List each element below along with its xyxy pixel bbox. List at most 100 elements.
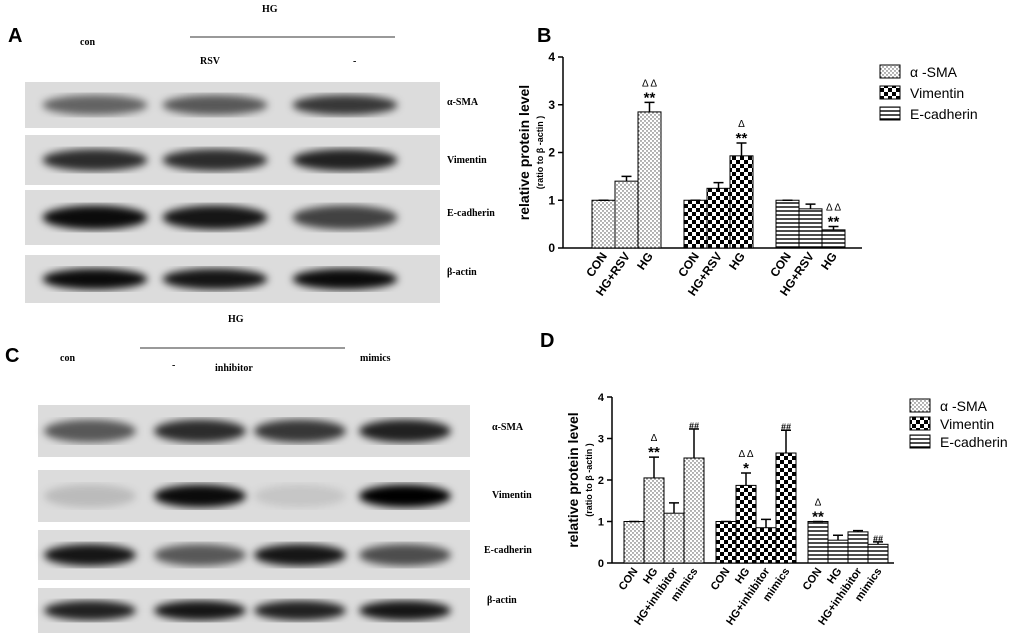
y-tick-label: 0: [548, 241, 555, 255]
error-bar: [761, 518, 771, 528]
blot-band: [359, 484, 451, 508]
error-bar: [621, 175, 632, 182]
significance-mark: **: [644, 89, 656, 106]
bar: [847, 531, 869, 564]
lane-label: mimics: [360, 353, 391, 364]
bar: [683, 199, 708, 249]
y-tick-label: 4: [548, 50, 555, 64]
blot-header: HG: [228, 314, 244, 325]
y-tick-label: 3: [598, 434, 604, 446]
blot-band: [154, 484, 246, 508]
blot-band: [42, 268, 148, 290]
band-label: α-SMA: [447, 97, 479, 108]
bar: [715, 521, 737, 564]
legend-swatch: [909, 398, 931, 413]
y-tick-label: 3: [548, 98, 555, 112]
significance-delta: Δ: [651, 433, 658, 444]
blot-bands: [42, 268, 398, 290]
error-bar: [689, 428, 699, 459]
significance-mark: **: [736, 130, 748, 147]
blot-band: [162, 94, 268, 116]
y-tick-label: 0: [598, 558, 604, 570]
blot-band: [254, 600, 346, 621]
x-tick-label: CON: [617, 566, 641, 593]
y-tick-label: 1: [598, 517, 604, 529]
band-label: β-actin: [487, 595, 517, 606]
y-tick-label: 4: [598, 392, 605, 404]
bar: [827, 539, 849, 564]
band-label: β-actin: [447, 267, 477, 278]
y-axis-sublabel: (ratio to β -actin ): [584, 443, 594, 517]
blot-band: [154, 544, 246, 566]
x-tick-label: HG: [634, 250, 656, 273]
y-axis-label: relative protein level: [516, 85, 532, 220]
band-label: E-cadherin: [447, 208, 495, 219]
blot-band: [359, 600, 451, 621]
bar: [821, 229, 846, 249]
bar: [683, 457, 705, 564]
blot-band: [44, 600, 136, 621]
blot-bands: [44, 600, 451, 621]
error-bar: [781, 429, 791, 454]
blot-bands: [44, 484, 451, 508]
band-label: E-cadherin: [484, 545, 532, 556]
significance-delta: Δ Δ: [738, 449, 753, 460]
error-bar: [873, 541, 883, 545]
blot-band: [292, 149, 398, 171]
band-label: Vimentin: [492, 490, 532, 501]
blot-band: [42, 205, 148, 230]
blot-band: [44, 544, 136, 566]
blot-band: [359, 544, 451, 566]
bar: [643, 477, 665, 564]
blot-band: [162, 268, 268, 290]
blot-bands: [42, 94, 398, 116]
blot-band: [154, 419, 246, 443]
y-tick-label: 2: [548, 146, 555, 160]
legend-label: α -SMA: [940, 398, 988, 414]
x-tick-label: HG: [818, 250, 840, 273]
lane-label: -: [353, 56, 356, 67]
error-bar: [833, 534, 843, 541]
legend-swatch: [879, 64, 901, 79]
significance-mark: ##: [689, 421, 699, 431]
blot-band: [292, 268, 398, 290]
lane-label: inhibitor: [215, 363, 253, 374]
blot-band: [44, 419, 136, 443]
bar: [623, 521, 645, 564]
blot-band: [44, 484, 136, 508]
blot-band: [254, 419, 346, 443]
blot-band: [292, 94, 398, 116]
bar: [591, 199, 616, 249]
blot-band: [292, 205, 398, 230]
x-tick-label: CON: [801, 566, 825, 593]
legend-label: Vimentin: [940, 416, 994, 432]
blot-bands: [44, 419, 451, 443]
error-bar: [644, 101, 655, 112]
bar: [807, 521, 829, 564]
significance-mark: *: [743, 460, 749, 477]
error-bar: [649, 456, 659, 478]
bar: [755, 527, 777, 564]
panel-label: D: [540, 330, 554, 352]
blot-bands: [42, 205, 398, 230]
panel-label: B: [537, 25, 551, 47]
error-bar: [669, 502, 679, 514]
error-bar: [805, 203, 816, 209]
panel-label: A: [8, 25, 22, 47]
x-tick-label: CON: [709, 566, 733, 593]
significance-mark: **: [828, 214, 840, 231]
error-bar: [713, 181, 724, 189]
band-label: α-SMA: [492, 422, 524, 433]
blot-band: [359, 419, 451, 443]
significance-delta: Δ Δ: [826, 203, 841, 214]
bar: [867, 543, 889, 564]
legend-swatch: [909, 434, 931, 449]
error-bar: [828, 225, 839, 230]
panel-label: C: [5, 345, 19, 367]
lane-label: con: [80, 37, 95, 48]
legend-swatch: [879, 85, 901, 100]
significance-delta: Δ Δ: [642, 78, 657, 89]
error-bar: [853, 529, 863, 532]
blot-band: [254, 544, 346, 566]
y-axis-sublabel: (ratio to β -actin ): [535, 116, 545, 190]
